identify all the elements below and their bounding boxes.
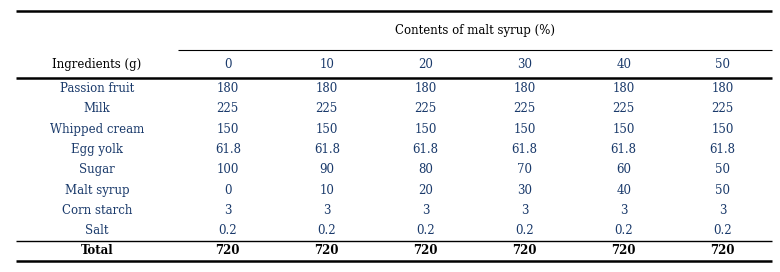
Text: 150: 150 [414, 123, 437, 136]
Text: 0.2: 0.2 [317, 224, 336, 237]
Text: 150: 150 [513, 123, 536, 136]
Text: 225: 225 [612, 102, 635, 115]
Text: 50: 50 [715, 184, 730, 197]
Text: 3: 3 [521, 204, 529, 217]
Text: 100: 100 [217, 163, 239, 176]
Text: 720: 720 [711, 245, 735, 258]
Text: Salt: Salt [85, 224, 108, 237]
Text: 180: 180 [711, 82, 734, 95]
Text: 180: 180 [217, 82, 239, 95]
Text: Ingredients (g): Ingredients (g) [52, 58, 141, 70]
Text: 225: 225 [513, 102, 536, 115]
Text: 720: 720 [413, 245, 438, 258]
Text: 180: 180 [415, 82, 437, 95]
Text: 0.2: 0.2 [615, 224, 633, 237]
Text: 60: 60 [616, 163, 631, 176]
Text: Egg yolk: Egg yolk [71, 143, 123, 156]
Text: Milk: Milk [83, 102, 110, 115]
Text: 50: 50 [715, 58, 730, 70]
Text: 3: 3 [323, 204, 331, 217]
Text: Sugar: Sugar [79, 163, 115, 176]
Text: 720: 720 [314, 245, 339, 258]
Text: 61.8: 61.8 [314, 143, 340, 156]
Text: 61.8: 61.8 [413, 143, 438, 156]
Text: 61.8: 61.8 [512, 143, 537, 156]
Text: 150: 150 [612, 123, 635, 136]
Text: 0.2: 0.2 [417, 224, 435, 237]
Text: Total: Total [80, 245, 113, 258]
Text: 3: 3 [422, 204, 430, 217]
Text: 30: 30 [517, 184, 532, 197]
Text: 720: 720 [215, 245, 240, 258]
Text: 61.8: 61.8 [215, 143, 241, 156]
Text: 0: 0 [224, 58, 232, 70]
Text: Corn starch: Corn starch [62, 204, 132, 217]
Text: 225: 225 [217, 102, 239, 115]
Text: Whipped cream: Whipped cream [50, 123, 144, 136]
Text: 3: 3 [719, 204, 726, 217]
Text: 225: 225 [415, 102, 437, 115]
Text: 720: 720 [512, 245, 537, 258]
Text: 61.8: 61.8 [611, 143, 636, 156]
Text: 180: 180 [612, 82, 635, 95]
Text: 10: 10 [319, 58, 334, 70]
Text: 180: 180 [513, 82, 536, 95]
Text: 0.2: 0.2 [516, 224, 534, 237]
Text: 0.2: 0.2 [218, 224, 237, 237]
Text: Contents of malt syrup (%): Contents of malt syrup (%) [395, 24, 555, 37]
Text: 80: 80 [418, 163, 433, 176]
Text: 0.2: 0.2 [714, 224, 732, 237]
Text: Malt syrup: Malt syrup [65, 184, 129, 197]
Text: Passion fruit: Passion fruit [60, 82, 134, 95]
Text: 70: 70 [517, 163, 532, 176]
Text: 40: 40 [616, 58, 631, 70]
Text: 225: 225 [711, 102, 734, 115]
Text: 10: 10 [319, 184, 334, 197]
Text: 3: 3 [620, 204, 627, 217]
Text: 20: 20 [418, 58, 433, 70]
Text: 61.8: 61.8 [710, 143, 736, 156]
Text: 150: 150 [217, 123, 239, 136]
Text: 40: 40 [616, 184, 631, 197]
Text: 30: 30 [517, 58, 532, 70]
Text: 225: 225 [316, 102, 338, 115]
Text: 150: 150 [711, 123, 734, 136]
Text: 20: 20 [418, 184, 433, 197]
Text: 0: 0 [224, 184, 232, 197]
Text: 180: 180 [316, 82, 338, 95]
Text: 90: 90 [319, 163, 335, 176]
Text: 3: 3 [224, 204, 232, 217]
Text: 720: 720 [612, 245, 636, 258]
Text: 150: 150 [316, 123, 338, 136]
Text: 50: 50 [715, 163, 730, 176]
